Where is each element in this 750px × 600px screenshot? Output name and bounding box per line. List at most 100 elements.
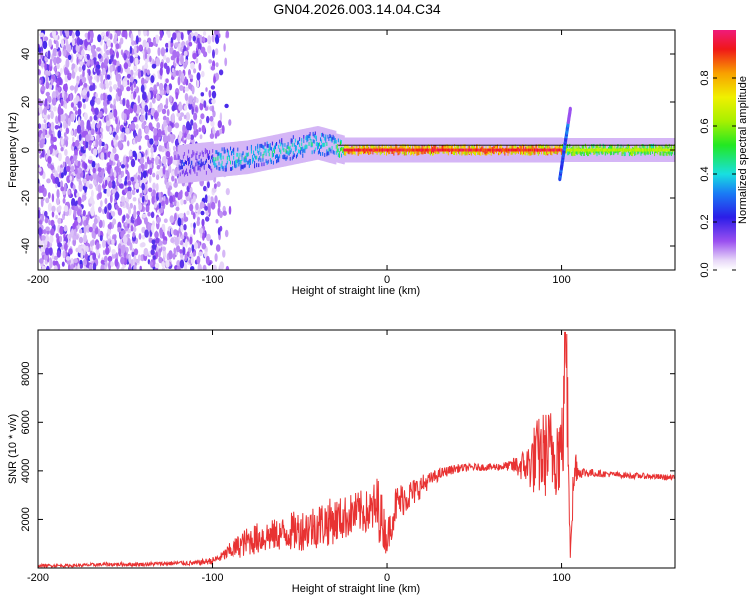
spectrogram-cell (519, 145, 521, 149)
spectrogram-cell (100, 127, 104, 133)
spectrogram-cell (408, 144, 410, 149)
spectrogram-cell (42, 128, 46, 138)
spectrogram-cell (240, 164, 242, 168)
spectrogram-cell (480, 151, 482, 156)
spectrogram-cell (646, 150, 649, 155)
spectrogram-cell (415, 146, 417, 151)
spectrogram-cell (416, 151, 418, 156)
spectrogram-cell (656, 146, 658, 150)
spectrogram-cell (42, 40, 48, 50)
spectrogram-cell (180, 46, 183, 53)
spectrogram-cell (163, 62, 168, 69)
spectrogram-cell (94, 107, 99, 116)
spectrogram-cell (636, 144, 638, 149)
spectrogram-cell (669, 148, 671, 152)
spectrogram-cell (39, 32, 44, 37)
spectrogram-cell (208, 90, 212, 98)
spectrogram-y-label: Frequency (Hz) (7, 112, 19, 188)
spectrogram-cell (343, 151, 345, 155)
spectrogram-cell (86, 119, 91, 129)
spectrogram-cell (165, 150, 171, 158)
spectrogram-cell (115, 116, 118, 125)
spectrogram-cell (128, 263, 132, 270)
spectrogram-cell (620, 148, 623, 152)
spectrogram-cell (266, 141, 269, 146)
spectrogram-cell (136, 210, 141, 216)
spectrogram-cell (411, 148, 414, 152)
colorbar-tick-label: 0.4 (699, 166, 711, 181)
spectrogram-cell (550, 148, 553, 152)
spectrogram-cell (162, 166, 166, 175)
spectrogram-cell (603, 148, 605, 152)
spectrogram-cell (121, 244, 126, 254)
spectrogram-cell (121, 164, 125, 169)
spectrogram-cell (48, 122, 51, 128)
spectrogram-cell (409, 148, 411, 152)
spectrogram-cell (54, 125, 59, 130)
spectrogram-cell (57, 242, 62, 248)
spectrogram-cell (262, 157, 264, 162)
spectrogram-cell (237, 152, 239, 157)
spectrogram-cell (395, 148, 398, 152)
spectrogram-cell (401, 144, 404, 149)
spectrogram-cell (546, 148, 549, 152)
spectrogram-cell (554, 145, 557, 149)
spectrogram-cell (595, 148, 598, 152)
spectrogram-cell (132, 226, 137, 233)
spectrogram-cell (397, 151, 400, 156)
spectrogram-cell (667, 148, 669, 152)
spectrogram-cell (470, 146, 473, 151)
spectrogram-cell (581, 148, 583, 152)
spectrogram-cell (213, 183, 217, 190)
spectrogram-cell (210, 201, 216, 210)
spectrogram-cell (127, 180, 132, 186)
spectrogram-cell (268, 147, 271, 152)
spectrogram-cell (593, 144, 595, 148)
spectrogram-cell (665, 144, 668, 148)
spectrogram-cell (45, 74, 49, 84)
spectrogram-cell (568, 148, 571, 152)
spectrogram-cell (433, 148, 436, 152)
spectrogram-cell (223, 43, 226, 52)
spectrogram-cell (285, 157, 288, 161)
spectrogram-cell (237, 141, 239, 175)
spectrogram-cell (56, 250, 61, 258)
spectrogram-cell (518, 148, 520, 152)
spectrogram-cell (621, 152, 624, 156)
spectrogram-cell (517, 150, 520, 154)
spectrogram-cell (93, 56, 97, 65)
spectrogram-cell (97, 167, 103, 173)
spectrogram-cell (157, 128, 162, 138)
spectrogram-cell (330, 135, 333, 140)
spectrogram-cell (46, 104, 50, 110)
spectrogram-cell (314, 135, 317, 139)
spectrogram-cell (45, 247, 50, 256)
spectrogram-cell (65, 30, 70, 38)
spectrogram-cell (203, 185, 207, 192)
spectrogram-cell (299, 137, 301, 141)
spectrogram-cell (197, 263, 202, 270)
spectrogram-cell (419, 148, 422, 152)
spectrogram-cell (260, 143, 262, 148)
spectrogram-cell (498, 151, 500, 156)
spectrogram-cell (635, 150, 637, 155)
x-tick-label: -200 (27, 274, 49, 286)
spectrogram-cell (551, 146, 553, 150)
spectrogram-cell (468, 148, 470, 152)
spectrogram-cell (67, 54, 72, 61)
spectrogram-cell (184, 191, 189, 197)
spectrogram-cell (199, 152, 202, 157)
spectrogram-cell (45, 237, 48, 246)
spectrogram-cell (178, 104, 183, 111)
spectrogram-cell (354, 148, 357, 152)
spectrogram-cell (190, 266, 195, 270)
spectrogram-cell (191, 244, 195, 253)
snr-line (38, 331, 675, 568)
spectrogram-cell (649, 148, 651, 152)
y-tick-label: 6000 (20, 410, 32, 434)
spectrogram-cell (59, 225, 64, 235)
spectrogram-cell (189, 203, 194, 212)
spectrogram-cell (240, 160, 242, 164)
spectrogram-cell (281, 133, 283, 167)
